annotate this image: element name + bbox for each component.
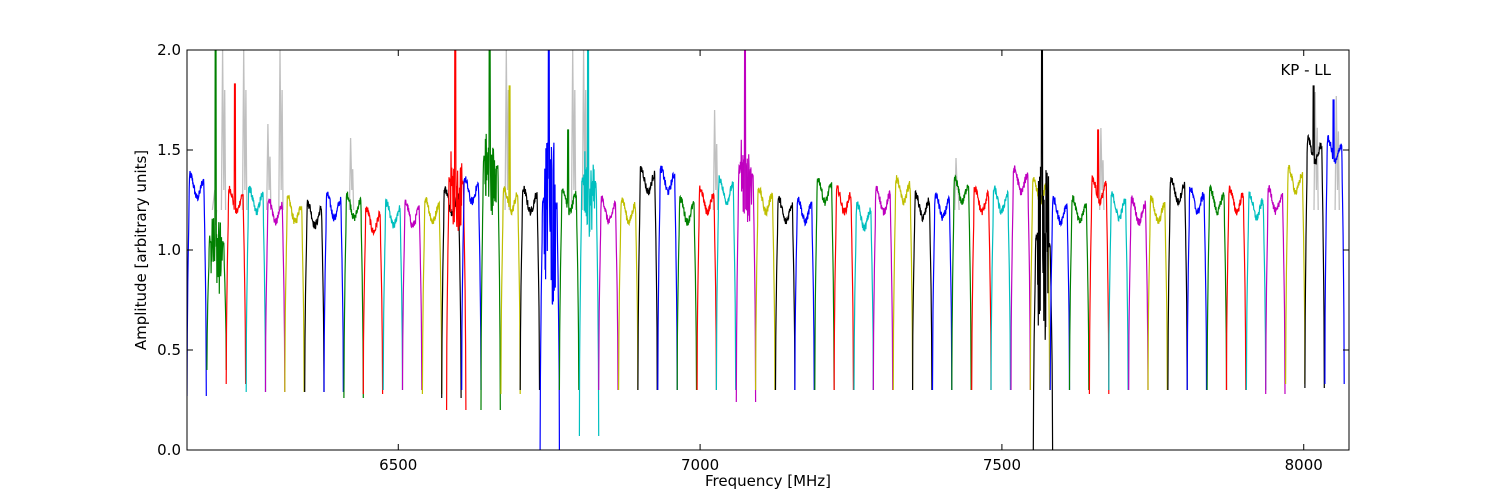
- channel-line: [1265, 185, 1286, 395]
- channel-line: [853, 201, 874, 391]
- channel-line: [1049, 195, 1071, 391]
- channel-line: [382, 198, 404, 391]
- x-tick-label: 8000: [1285, 456, 1323, 474]
- channel-line: [1324, 99, 1345, 385]
- channel-line: [794, 196, 815, 391]
- channel-line: [1304, 85, 1325, 389]
- channel-line: [971, 185, 992, 391]
- raw-spike: [1099, 127, 1105, 211]
- channel-line: [715, 175, 737, 391]
- channel-line: [421, 197, 443, 395]
- channel-line: [951, 174, 972, 391]
- y-axis: 0.0 0.5 1.0 1.5 2.0: [157, 41, 1349, 459]
- channel-line: [774, 195, 796, 391]
- channel-line: [1167, 177, 1188, 391]
- channel-line: [1147, 195, 1168, 391]
- channel-line: [657, 165, 678, 391]
- x-axis: 6500 7000 7500 8000: [379, 50, 1323, 474]
- raw-spike: [241, 50, 248, 211]
- raw-spike: [712, 109, 719, 211]
- y-tick-label: 1.0: [157, 241, 181, 259]
- channel-line: [676, 194, 698, 391]
- channel-line: [872, 185, 894, 391]
- channel-line: [1068, 195, 1090, 391]
- channel-line: [833, 185, 854, 391]
- channel-line: [245, 185, 267, 393]
- channel-line: [500, 85, 521, 395]
- channel-line: [323, 191, 344, 393]
- y-tick-label: 2.0: [157, 41, 181, 59]
- channel-line: [1285, 164, 1306, 385]
- channel-line: [1225, 185, 1247, 391]
- y-tick-label: 0.0: [157, 441, 181, 459]
- raw-spike: [220, 50, 227, 211]
- channel-line: [598, 195, 619, 391]
- channel-line: [264, 198, 286, 393]
- channel-line: [1108, 191, 1129, 391]
- channel-line: [1128, 195, 1149, 391]
- channel-line: [1088, 129, 1110, 395]
- channel-line: [1245, 191, 1267, 391]
- channel-line: [206, 50, 227, 371]
- y-tick-label: 1.5: [157, 141, 181, 159]
- channel-line: [225, 83, 247, 385]
- x-axis-label: Frequency [MHz]: [705, 472, 831, 490]
- x-tick-label: 7500: [983, 456, 1021, 474]
- channel-line: [814, 178, 835, 391]
- channel-line: [1010, 165, 1031, 391]
- channel-line: [362, 206, 384, 395]
- raw-spike: [266, 123, 272, 211]
- y-tick-label: 0.5: [157, 341, 181, 359]
- channel-line: [696, 185, 717, 391]
- x-tick-label: 7000: [681, 456, 719, 474]
- channel-line: [539, 50, 560, 450]
- raw-spike: [348, 137, 355, 211]
- raw-spike: [570, 50, 577, 211]
- channel-line: [735, 50, 757, 403]
- raw-spike: [1334, 95, 1340, 211]
- channel-line: [558, 129, 580, 391]
- channel-line: [1032, 50, 1054, 450]
- channel-line: [755, 186, 776, 391]
- channel-line: [187, 170, 207, 397]
- channel-line: [461, 176, 482, 391]
- x-tick-label: 6500: [379, 456, 417, 474]
- channel-line: [618, 197, 639, 391]
- channel-line: [480, 50, 501, 411]
- channel-line: [990, 185, 1011, 391]
- channel-line: [519, 185, 541, 391]
- raw-spike: [278, 50, 284, 211]
- channel-line: [284, 194, 305, 393]
- channel-series-group: [187, 50, 1345, 450]
- channel-line: [892, 175, 914, 391]
- channel-line: [343, 191, 364, 399]
- channel-line: [401, 199, 423, 391]
- channel-line: [304, 199, 325, 393]
- channel-line: [1206, 184, 1228, 391]
- channel-line: [931, 191, 953, 391]
- annotation-label: KP - LL: [1280, 61, 1331, 79]
- channel-line: [446, 50, 467, 411]
- channel-line: [578, 50, 600, 437]
- channel-line: [912, 189, 933, 391]
- channel-line: [637, 165, 658, 391]
- y-axis-label: Amplitude [arbitrary units]: [132, 150, 150, 350]
- channel-line: [1186, 186, 1208, 391]
